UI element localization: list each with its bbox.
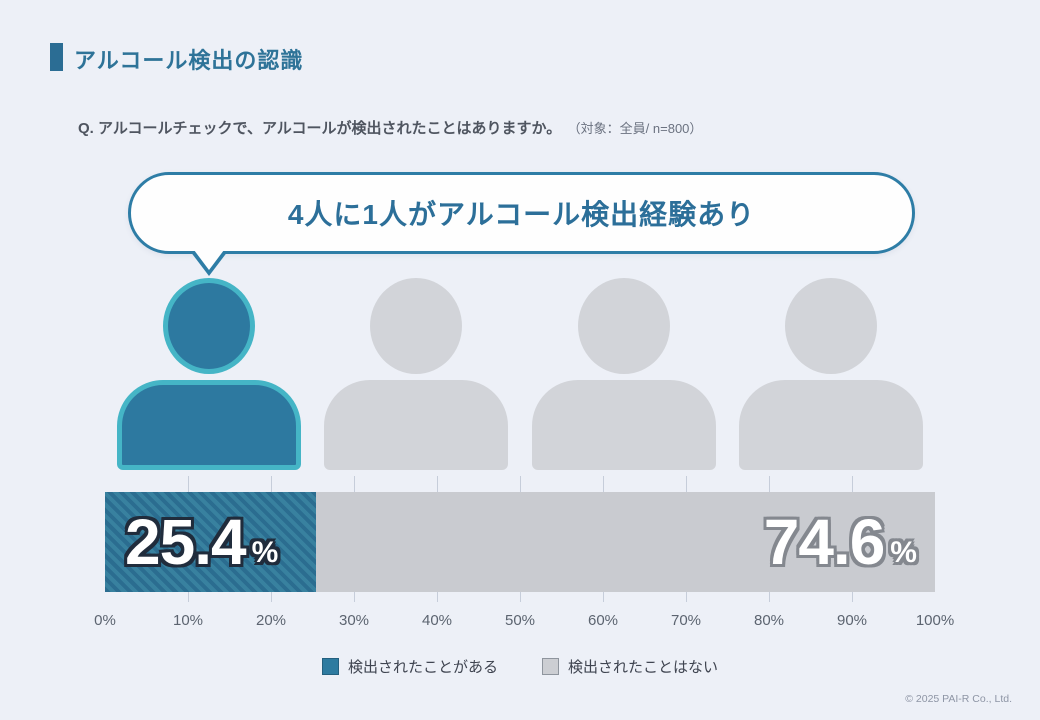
page-title: アルコール検出の認識 bbox=[74, 48, 304, 73]
axis-tick-label: 10% bbox=[172, 612, 204, 629]
legend-label: 検出されたことはない bbox=[568, 659, 719, 676]
axis-tick-label: 50% bbox=[504, 612, 536, 629]
axis-tick-label: 80% bbox=[753, 612, 785, 629]
tick-mark bbox=[271, 476, 272, 492]
survey-question: Q. アルコールチェックで、アルコールが検出されたことはありますか。 （対象：全… bbox=[78, 117, 702, 138]
person-head bbox=[370, 278, 462, 374]
axis-tick-label: 90% bbox=[836, 612, 868, 629]
tick-mark bbox=[354, 592, 355, 602]
legend-swatch bbox=[542, 658, 559, 675]
person-torso bbox=[116, 380, 301, 470]
person-head bbox=[577, 278, 670, 374]
value-label-not-detected: 74.6 bbox=[763, 506, 886, 578]
callout-bubble: 4人に1人がアルコール検出経験あり bbox=[128, 172, 915, 254]
person-torso bbox=[324, 380, 508, 470]
person-icon bbox=[313, 278, 520, 470]
person-torso bbox=[531, 380, 716, 470]
percent-sign-detected: % bbox=[251, 536, 279, 569]
legend-item: 検出されたことがある bbox=[321, 656, 498, 677]
value-label-detected: 25.4 bbox=[125, 506, 247, 578]
person-icon bbox=[520, 278, 727, 470]
copyright-notice: © 2025 PAI-R Co., Ltd. bbox=[905, 693, 1012, 705]
question-sample-note: （対象：全員/ n=800） bbox=[567, 121, 703, 136]
tick-mark bbox=[188, 476, 189, 492]
stacked-bar: 25.4 % 74.6 % bbox=[105, 492, 935, 592]
tick-mark bbox=[437, 592, 438, 602]
tick-mark bbox=[769, 592, 770, 602]
bar-segment-not-detected: 74.6 % bbox=[315, 492, 935, 592]
axis-tick-label: 60% bbox=[587, 612, 619, 629]
tick-mark bbox=[188, 592, 189, 602]
person-icon bbox=[728, 278, 935, 470]
legend-item: 検出されたことはない bbox=[542, 656, 718, 677]
person-torso bbox=[739, 380, 923, 470]
tick-mark bbox=[852, 476, 853, 492]
axis-ticks-top bbox=[105, 476, 935, 492]
tick-mark bbox=[354, 476, 355, 492]
bar-segment-detected: 25.4 % bbox=[105, 492, 316, 592]
person-head bbox=[162, 278, 255, 374]
axis-tick-label: 0% bbox=[94, 612, 116, 629]
axis-tick-label: 30% bbox=[338, 612, 370, 629]
tick-mark bbox=[520, 592, 521, 602]
title-accent-bar bbox=[50, 43, 63, 71]
axis-tick-label: 20% bbox=[255, 612, 287, 629]
tick-mark bbox=[769, 476, 770, 492]
tick-mark bbox=[852, 592, 853, 602]
person-head bbox=[785, 278, 877, 374]
person-pictogram-row bbox=[105, 278, 935, 470]
tick-mark bbox=[686, 476, 687, 492]
tick-mark bbox=[271, 592, 272, 602]
legend-swatch bbox=[321, 658, 339, 675]
axis-tick-label: 40% bbox=[421, 612, 453, 629]
person-icon-highlighted bbox=[105, 278, 312, 470]
axis-tick-label: 70% bbox=[670, 612, 702, 629]
tick-mark bbox=[437, 476, 438, 492]
tick-mark bbox=[603, 592, 604, 602]
axis-ticks-bottom bbox=[105, 592, 935, 602]
question-text: Q. アルコールチェックで、アルコールが検出されたことはありますか。 bbox=[78, 120, 562, 137]
percent-sign-not-detected: % bbox=[890, 536, 917, 569]
tick-mark bbox=[686, 592, 687, 602]
axis-tick-label: 100% bbox=[915, 612, 955, 629]
legend-label: 検出されたことがある bbox=[347, 659, 498, 676]
callout-text: 4人に1人がアルコール検出経験あり bbox=[287, 199, 756, 230]
chart-legend: 検出されたことがある 検出されたことはない bbox=[0, 656, 1040, 677]
x-axis-labels: 0% 10% 20% 30% 40% 50% 60% 70% 80% 90% 100% bbox=[94, 612, 954, 632]
tick-mark bbox=[520, 476, 521, 492]
tick-mark bbox=[603, 476, 604, 492]
